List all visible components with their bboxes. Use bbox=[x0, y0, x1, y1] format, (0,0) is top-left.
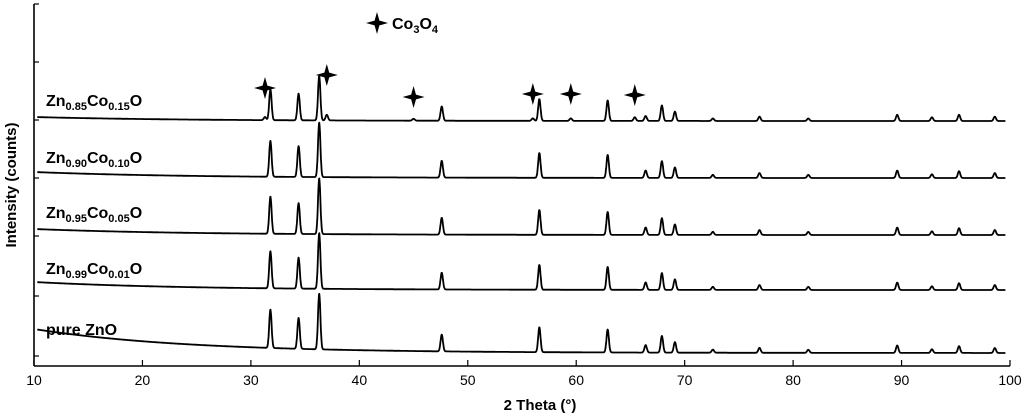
x-tick-label: 80 bbox=[785, 372, 801, 388]
series-trace bbox=[36, 232, 1006, 291]
legend-label: Co3O4 bbox=[392, 16, 439, 36]
co3o4-star-marker bbox=[402, 86, 425, 108]
x-tick-label: 20 bbox=[135, 372, 151, 388]
y-axis-title: Intensity (counts) bbox=[3, 122, 20, 247]
x-tick-label: 70 bbox=[677, 372, 693, 388]
series-labels: pure ZnO Zn0.99Co0.01O Zn0.95Co0.05O Zn0.90… bbox=[46, 93, 142, 339]
series-label: Zn0.95Co0.05O bbox=[46, 205, 142, 225]
series-trace bbox=[36, 292, 1006, 354]
series-label: Zn0.90Co0.10O bbox=[46, 150, 142, 170]
x-tick-label: 90 bbox=[894, 372, 910, 388]
x-tick-label: 50 bbox=[460, 372, 476, 388]
x-tick-label: 100 bbox=[998, 372, 1022, 388]
series-label: pure ZnO bbox=[46, 322, 117, 339]
x-tick-label: 60 bbox=[568, 372, 584, 388]
co3o4-peak-markers bbox=[253, 64, 646, 108]
co3o4-star-marker bbox=[315, 64, 338, 86]
x-axis-title: 2 Theta (°) bbox=[504, 397, 577, 414]
legend: Co3O4 bbox=[366, 12, 439, 36]
series-trace bbox=[36, 121, 1006, 179]
series-traces bbox=[36, 75, 1006, 354]
series-trace bbox=[36, 177, 1006, 236]
x-tick-label: 40 bbox=[352, 372, 368, 388]
axes: 10 20 30 40 50 60 70 80 90 100 bbox=[26, 3, 1022, 388]
legend-star-icon bbox=[366, 12, 388, 34]
x-tick-label: 30 bbox=[243, 372, 259, 388]
co3o4-star-marker bbox=[623, 84, 646, 106]
series-trace bbox=[36, 75, 1006, 122]
co3o4-star-marker bbox=[253, 77, 276, 99]
co3o4-star-marker bbox=[521, 83, 544, 105]
co3o4-star-marker bbox=[559, 83, 582, 105]
series-label: Zn0.85Co0.15O bbox=[46, 93, 142, 113]
x-tick-label: 10 bbox=[26, 372, 42, 388]
series-label: Zn0.99Co0.01O bbox=[46, 261, 142, 281]
